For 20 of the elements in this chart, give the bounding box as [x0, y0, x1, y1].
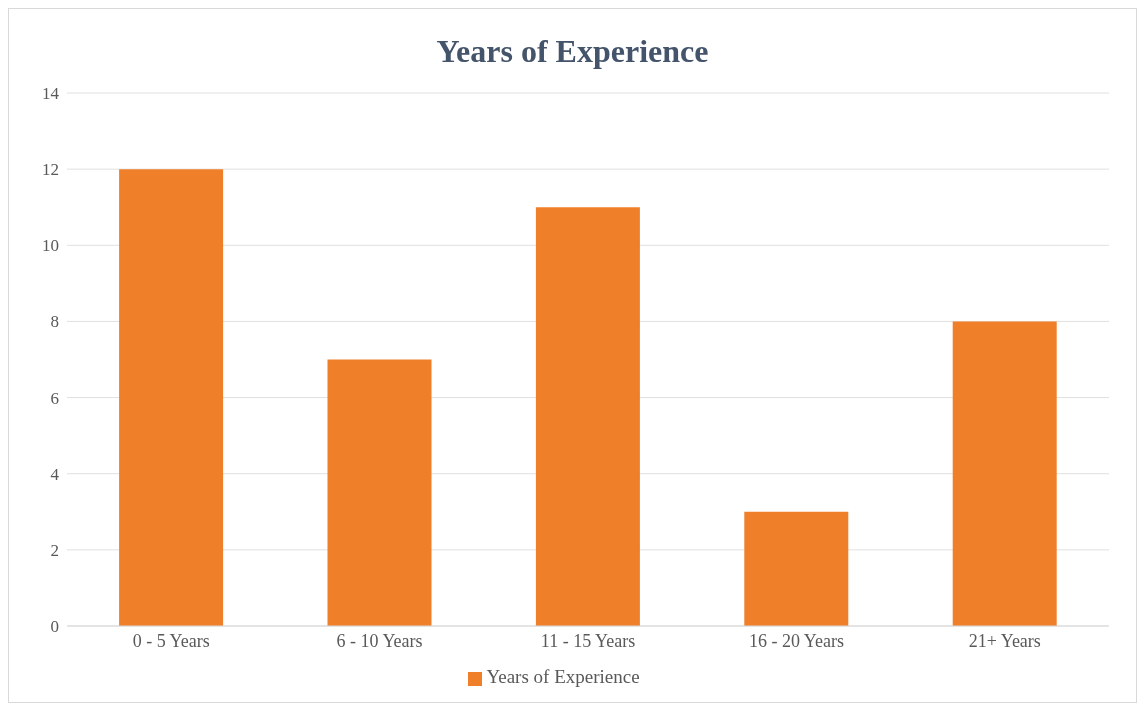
y-tick-label: 4 — [50, 464, 60, 484]
y-tick-label: 0 — [50, 617, 59, 637]
y-tick-label: 2 — [50, 540, 59, 560]
bar — [535, 207, 640, 626]
bar — [119, 169, 224, 626]
bar — [952, 321, 1057, 626]
y-tick-label: 14 — [42, 84, 60, 104]
legend-label: Years of Experience — [486, 666, 640, 687]
chart-title: Years of Experience — [435, 32, 710, 71]
y-tick-label: 8 — [50, 312, 59, 332]
x-tick-label: 16 - 20 Years — [748, 630, 844, 651]
y-tick-label: 10 — [42, 236, 59, 256]
x-tick-label: 6 - 10 Years — [336, 630, 423, 651]
x-tick-label: 11 - 15 Years — [540, 630, 636, 651]
bar — [327, 359, 432, 626]
y-tick-label: 12 — [42, 160, 59, 180]
bar — [744, 511, 849, 626]
x-tick-label: 0 - 5 Years — [132, 630, 210, 651]
x-tick-label: 21+ Years — [968, 630, 1041, 651]
y-tick-label: 6 — [50, 388, 59, 408]
